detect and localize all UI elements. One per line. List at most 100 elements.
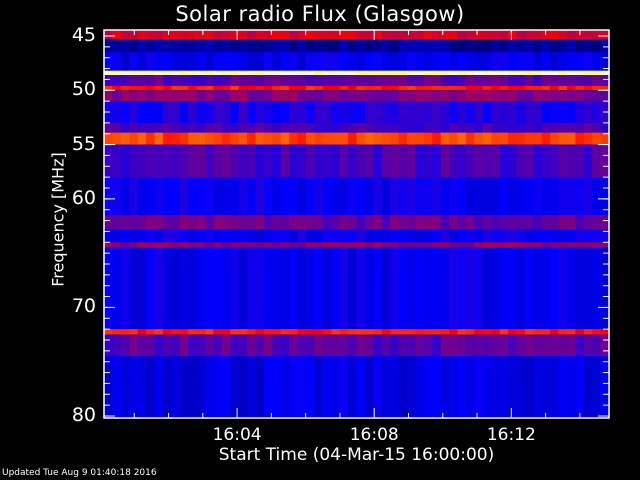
heatmap-cell (373, 177, 383, 216)
heatmap-cell (541, 75, 551, 86)
heatmap-cell (423, 30, 433, 40)
heatmap-cell (255, 242, 265, 248)
heatmap-cell (465, 122, 475, 133)
heatmap-cell (533, 144, 543, 178)
heatmap-cell (356, 356, 366, 416)
x-tick-label: 16:04 (212, 425, 262, 445)
heatmap-cell (272, 356, 282, 416)
heatmap-cell (196, 122, 206, 133)
heatmap-cell (381, 30, 391, 40)
heatmap-cell (583, 132, 593, 145)
heatmap-cell (423, 90, 433, 102)
heatmap-cell (364, 39, 374, 53)
heatmap-cell (398, 144, 408, 178)
heatmap-cell (541, 101, 551, 123)
heatmap-cell (322, 101, 332, 123)
heatmap-cell (516, 85, 526, 91)
heatmap-cell (524, 329, 534, 335)
heatmap-cell (592, 30, 602, 40)
heatmap-cell (188, 70, 198, 75)
heatmap-cell (221, 334, 231, 357)
heatmap-cell (592, 101, 602, 123)
heatmap-cell (221, 242, 231, 248)
heatmap-cell (482, 242, 492, 248)
heatmap-cell (162, 144, 172, 178)
heatmap-cell (449, 132, 459, 145)
heatmap-cell (407, 356, 416, 416)
heatmap-cell (146, 334, 156, 357)
heatmap-cell (289, 229, 299, 243)
heatmap-cell (364, 356, 374, 416)
heatmap-cell (415, 334, 425, 357)
heatmap-cell (499, 30, 509, 40)
heatmap-cell (306, 215, 315, 230)
heatmap-cell (289, 39, 299, 53)
heatmap-cell (390, 177, 400, 216)
heatmap-cell (583, 70, 593, 75)
heatmap-cell (188, 144, 198, 178)
heatmap-cell (566, 30, 576, 40)
y-tick-label: 50 (71, 78, 96, 101)
heatmap-cell (373, 144, 383, 178)
heatmap-cell (179, 30, 189, 40)
heatmap-cell (575, 90, 585, 102)
heatmap-cell (297, 334, 307, 357)
heatmap-cell (373, 334, 383, 357)
heatmap-cell (592, 122, 602, 133)
heatmap-cell (457, 242, 467, 248)
heatmap-cell (398, 242, 408, 248)
heatmap-cell (255, 75, 265, 86)
heatmap-cell (331, 39, 341, 53)
heatmap-cell (272, 90, 282, 102)
heatmap-cell (592, 242, 602, 248)
heatmap-cell (162, 90, 172, 102)
heatmap-cell (415, 39, 425, 53)
heatmap-cell (306, 329, 315, 335)
heatmap-cell (247, 85, 257, 91)
heatmap-cell (533, 356, 543, 416)
heatmap-cell (575, 329, 585, 335)
heatmap-cell (499, 247, 509, 330)
heatmap-cell (221, 215, 231, 230)
heatmap-cell (255, 229, 265, 243)
heatmap-cell (592, 39, 602, 53)
heatmap-cell (432, 229, 442, 243)
heatmap-cell (263, 70, 273, 75)
heatmap-cell (129, 329, 139, 335)
heatmap-cell (230, 247, 240, 330)
heatmap-cell (255, 30, 265, 40)
heatmap-cell (465, 101, 475, 123)
heatmap-cell (179, 132, 189, 145)
heatmap-cell (162, 334, 172, 357)
heatmap-cell (541, 122, 551, 133)
heatmap-cell (440, 70, 450, 75)
heatmap-cell (171, 177, 181, 216)
heatmap-cell (263, 132, 273, 145)
heatmap-cell (390, 329, 400, 335)
heatmap-cell (179, 39, 189, 53)
heatmap-cell (566, 334, 576, 357)
y-tick-label: 45 (71, 24, 96, 46)
heatmap-cell (348, 329, 358, 335)
heatmap-cell (247, 215, 257, 230)
heatmap-cell (272, 177, 282, 216)
heatmap-cell (550, 334, 560, 357)
heatmap-cell (339, 215, 349, 230)
heatmap-cell (314, 229, 324, 243)
heatmap-cell (508, 30, 517, 40)
heatmap-cell (154, 247, 164, 330)
heatmap-cell (541, 70, 551, 75)
heatmap-cell (499, 144, 509, 178)
heatmap-cell (196, 52, 206, 71)
heatmap-cell (162, 356, 172, 416)
heatmap-cell (415, 329, 425, 335)
heatmap-cell (171, 70, 181, 75)
heatmap-cell (146, 75, 156, 86)
heatmap-cell (314, 101, 324, 123)
heatmap-cell (600, 132, 610, 145)
heatmap-cell (558, 215, 568, 230)
heatmap-cell (499, 334, 509, 357)
heatmap-cell (205, 229, 214, 243)
heatmap-cell (339, 101, 349, 123)
heatmap-cell (129, 122, 139, 133)
